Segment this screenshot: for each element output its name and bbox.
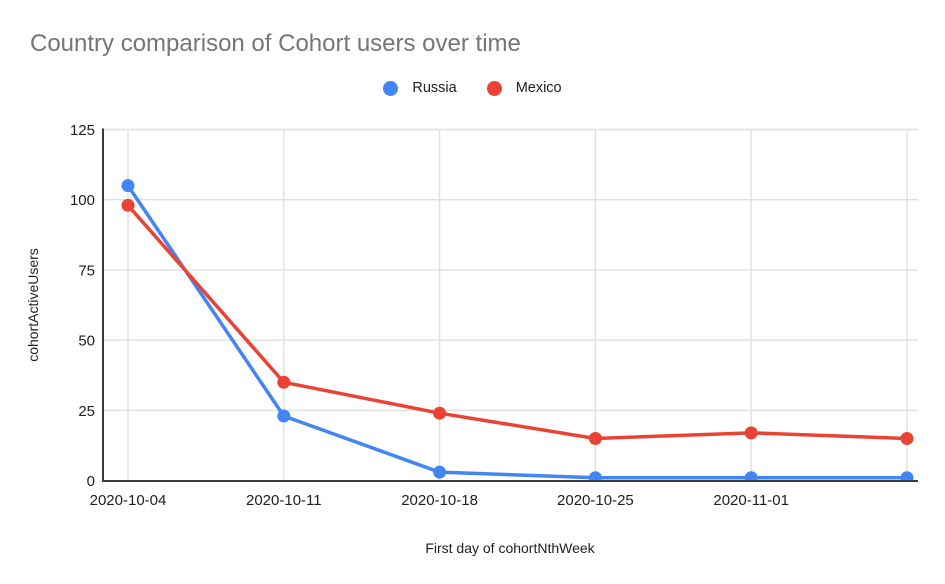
legend-label-mexico: Mexico xyxy=(515,80,562,96)
chart-legend: Russia Mexico xyxy=(0,76,945,100)
data-point-russia[interactable] xyxy=(588,471,602,484)
x-axis-title: First day of cohortNthWeek xyxy=(425,540,595,556)
data-point-russia[interactable] xyxy=(900,471,914,484)
y-tick-label: 0 xyxy=(87,473,95,490)
data-point-mexico[interactable] xyxy=(433,406,447,420)
data-point-mexico[interactable] xyxy=(900,431,914,445)
legend-item-mexico[interactable]: Mexico xyxy=(486,80,562,96)
data-point-mexico[interactable] xyxy=(744,426,758,440)
data-point-russia[interactable] xyxy=(744,471,758,484)
x-tick-label: 2020-10-11 xyxy=(246,492,322,509)
data-point-mexico[interactable] xyxy=(121,198,135,212)
y-tick-label: 125 xyxy=(70,122,95,139)
data-point-russia[interactable] xyxy=(433,465,447,479)
legend-label-russia: Russia xyxy=(412,80,457,96)
x-tick-label: 2020-10-18 xyxy=(401,492,478,509)
y-axis-title: cohortActiveUsers xyxy=(25,248,41,362)
legend-item-russia[interactable]: Russia xyxy=(383,80,457,96)
legend-swatch-mexico-icon xyxy=(486,80,502,96)
y-tick-label: 50 xyxy=(78,333,95,350)
series-line-russia xyxy=(126,183,909,480)
series-line-mexico xyxy=(126,203,909,441)
y-tick-label: 75 xyxy=(78,262,95,279)
x-tick-label: 2020-10-04 xyxy=(90,492,167,509)
data-point-russia[interactable] xyxy=(121,179,135,193)
series-layer xyxy=(121,179,914,484)
data-point-russia[interactable] xyxy=(277,409,291,423)
y-tick-label: 100 xyxy=(70,192,95,209)
legend-swatch-russia-icon xyxy=(383,80,399,96)
y-tick-label: 25 xyxy=(78,403,95,420)
chart-title: Country comparison of Cohort users over … xyxy=(30,30,521,57)
data-point-mexico[interactable] xyxy=(277,375,291,389)
x-tick-label: 2020-10-25 xyxy=(557,492,634,509)
data-point-mexico[interactable] xyxy=(588,431,602,445)
x-tick-label: 2020-11-01 xyxy=(713,492,789,509)
